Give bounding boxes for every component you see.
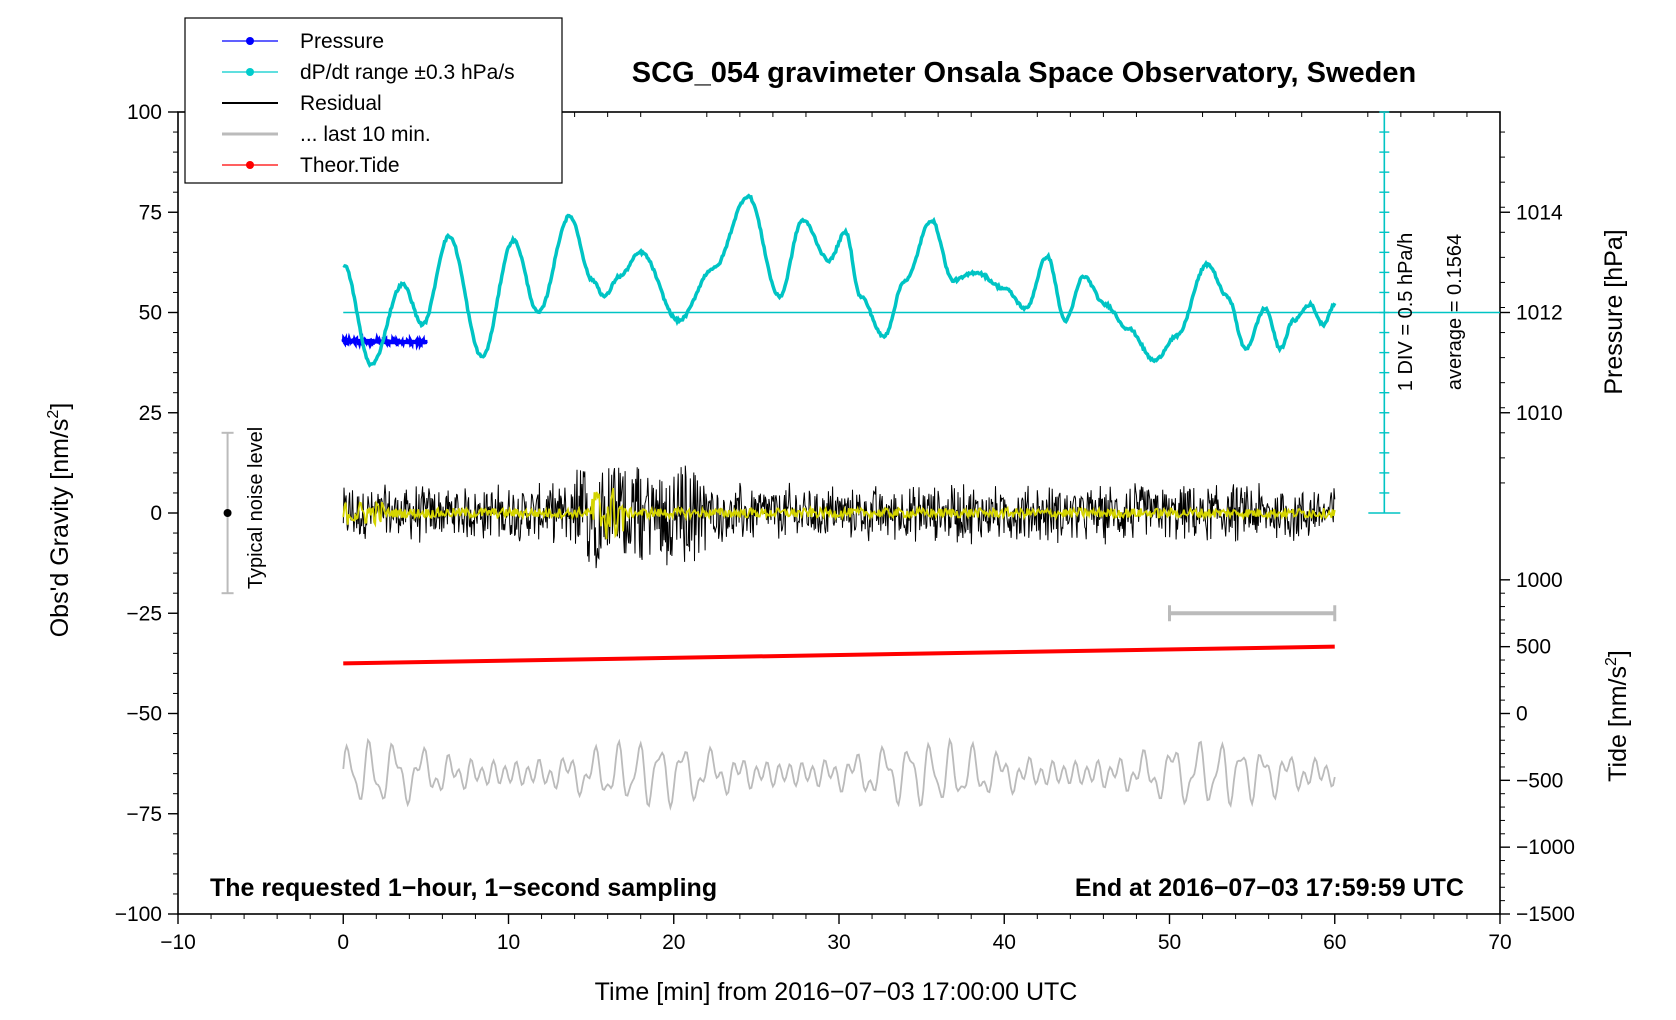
y-axis-label-left-close: ] xyxy=(46,403,74,410)
y-tick-label-pressure: 1012 xyxy=(1516,302,1563,325)
x-tick-label: 70 xyxy=(1488,931,1511,954)
x-tick-label: 50 xyxy=(1158,931,1181,954)
y-axis-label-tide-close: ] xyxy=(1604,650,1632,657)
note-end-time: End at 2016−07−03 17:59:59 UTC xyxy=(1075,874,1464,902)
y-tick-label-tide: −500 xyxy=(1516,769,1563,792)
legend-label: Pressure xyxy=(300,30,384,53)
x-tick-label: 10 xyxy=(497,931,520,954)
y-tick-label-left: −50 xyxy=(126,703,162,726)
series-residual xyxy=(342,465,1336,569)
y-tick-label-left: 100 xyxy=(127,101,162,124)
y-axis-label-tide-text: Tide [nm/s xyxy=(1604,666,1632,782)
x-tick-label: −10 xyxy=(160,931,196,954)
legend-marker xyxy=(246,37,254,45)
x-axis-label: Time [min] from 2016−07−03 17:00:00 UTC xyxy=(595,978,1078,1006)
y-axis-label-left-sup: 2 xyxy=(45,410,62,419)
legend-label: Residual xyxy=(300,92,382,115)
y-axis-label-left: Obs'd Gravity [nm/s2] xyxy=(45,403,74,638)
x-tick-label: 20 xyxy=(662,931,685,954)
chart-title: SCG_054 gravimeter Onsala Space Observat… xyxy=(632,57,1416,89)
legend-marker xyxy=(246,68,254,76)
x-tick-label: 0 xyxy=(337,931,349,954)
y-tick-label-tide: −1000 xyxy=(1516,836,1575,859)
y-tick-label-left: −25 xyxy=(126,602,162,625)
y-axis-label-tide: Tide [nm/s2] xyxy=(1603,650,1632,782)
y-tick-label-tide: −1500 xyxy=(1516,903,1575,926)
y-axis-label-pressure: Pressure [hPa] xyxy=(1600,229,1628,394)
dpdt-div-label: 1 DIV = 0.5 hPa/h xyxy=(1395,233,1417,391)
legend: Pressure dP/dt range ±0.3 hPa/s Residual..… xyxy=(184,17,563,184)
y-tick-label-left: −100 xyxy=(115,903,162,926)
y-tick-label-pressure: 1014 xyxy=(1516,201,1563,224)
y-tick-label-left: 75 xyxy=(139,201,162,224)
legend-label: dP/dt range ±0.3 hPa/s xyxy=(300,61,515,84)
x-tick-label: 60 xyxy=(1323,931,1346,954)
dpdt-average-label: average = 0.1564 xyxy=(1444,234,1466,390)
y-axis-label-left-text: Obs'd Gravity [nm/s xyxy=(46,419,74,638)
series-theor-tide xyxy=(343,644,1335,666)
y-tick-label-tide: 1000 xyxy=(1516,569,1563,592)
legend-box xyxy=(184,17,563,184)
noise-level-label: Typical noise level xyxy=(245,427,267,589)
legend-label: ... last 10 min. xyxy=(300,123,431,146)
series-layer xyxy=(221,111,1500,811)
series-last-10-min xyxy=(342,737,1336,811)
series-residual-smoothed xyxy=(342,487,1336,540)
legend-label: Theor.Tide xyxy=(300,154,400,177)
y-tick-label-left: 25 xyxy=(139,402,162,425)
note-sampling: The requested 1−hour, 1−second sampling xyxy=(210,874,717,902)
y-tick-label-left: 0 xyxy=(150,502,162,525)
x-tick-label: 40 xyxy=(993,931,1016,954)
series-dpdt xyxy=(342,193,1337,368)
y-tick-label-tide: 500 xyxy=(1516,636,1551,659)
legend-marker xyxy=(246,161,254,169)
noise-level-center xyxy=(223,509,232,517)
y-axis-label-tide-sup: 2 xyxy=(1603,657,1620,666)
y-tick-label-tide: 0 xyxy=(1516,703,1528,726)
y-tick-label-pressure: 1010 xyxy=(1516,402,1563,425)
x-tick-label: 30 xyxy=(827,931,850,954)
y-tick-label-left: 50 xyxy=(139,302,162,325)
y-tick-label-left: −75 xyxy=(126,803,162,826)
